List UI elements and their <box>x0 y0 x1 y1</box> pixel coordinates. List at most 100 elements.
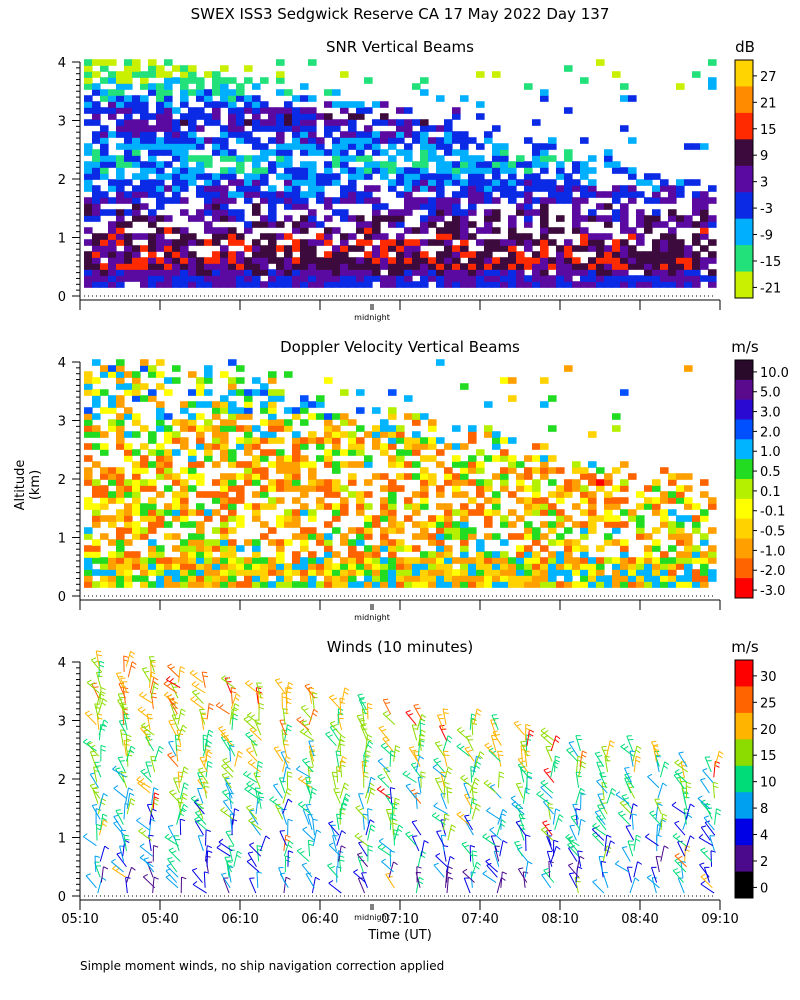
heatmap-cell <box>228 131 237 138</box>
heatmap-cell <box>132 419 141 426</box>
heatmap-cell <box>212 143 221 150</box>
wind-barb-flag <box>369 782 375 787</box>
wind-barb-flag <box>367 808 373 811</box>
heatmap-cell <box>348 437 357 444</box>
heatmap-cell <box>124 443 133 450</box>
heatmap-cell <box>116 119 125 126</box>
wind-barb-flag <box>226 860 232 863</box>
wind-barb-flag <box>169 860 175 863</box>
heatmap-cell <box>236 83 245 90</box>
wind-barb-flag <box>234 808 240 812</box>
heatmap-cell <box>156 515 165 522</box>
heatmap-cell <box>340 485 349 492</box>
heatmap-cell <box>628 515 637 522</box>
heatmap-cell <box>172 167 181 174</box>
heatmap-cell <box>84 377 93 384</box>
heatmap-cell <box>212 263 221 270</box>
wind-barb <box>465 821 474 836</box>
heatmap-cell <box>588 257 597 264</box>
heatmap-cell <box>324 545 333 552</box>
heatmap-cell <box>436 581 445 588</box>
heatmap-cell <box>84 419 93 426</box>
heatmap-cell <box>308 185 317 192</box>
wind-barb <box>647 776 660 789</box>
wind-barb <box>151 787 155 804</box>
heatmap-cell <box>460 545 469 552</box>
heatmap-cell <box>468 533 477 540</box>
heatmap-cell <box>604 503 613 510</box>
heatmap-cell <box>332 509 341 516</box>
wind-barb-flag <box>340 845 346 849</box>
heatmap-cell <box>652 245 661 252</box>
heatmap-cell <box>308 221 317 228</box>
heatmap-cell <box>668 491 677 498</box>
wind-barb-flag <box>170 666 176 670</box>
heatmap-cell <box>108 467 117 474</box>
heatmap-cell <box>468 197 477 204</box>
heatmap-cell <box>404 413 413 420</box>
wind-barb <box>94 703 100 720</box>
heatmap-cell <box>180 485 189 492</box>
heatmap-cell <box>156 113 165 120</box>
heatmap-cell <box>380 503 389 510</box>
wind-barb <box>626 735 634 752</box>
heatmap-cell <box>156 65 165 72</box>
wind-barb-flag <box>190 696 195 700</box>
heatmap-cell <box>428 479 437 486</box>
heatmap-cell <box>588 569 597 576</box>
heatmap-cell <box>276 131 285 138</box>
heatmap-cell <box>164 119 173 126</box>
wind-barb <box>220 737 231 752</box>
heatmap-cell <box>300 125 309 132</box>
heatmap-cell <box>220 263 229 270</box>
heatmap-cell <box>628 281 637 288</box>
heatmap-cell <box>444 167 453 174</box>
heatmap-cell <box>692 179 701 186</box>
wind-barb-flag <box>244 680 250 684</box>
wind-barb <box>383 768 392 783</box>
heatmap-cell <box>92 161 101 168</box>
wind-barb-flag <box>143 857 149 860</box>
wind-barb-flag <box>236 854 242 859</box>
heatmap-cell <box>572 263 581 270</box>
wind-barb <box>278 777 286 794</box>
wind-barb <box>297 803 312 815</box>
heatmap-cell <box>492 197 501 204</box>
heatmap-cell <box>652 557 661 564</box>
heatmap-cell <box>228 215 237 222</box>
heatmap-cell <box>604 521 613 528</box>
heatmap-cell <box>164 245 173 252</box>
wind-barb <box>256 871 259 888</box>
wind-barb <box>149 677 155 694</box>
wind-barb-flag <box>423 840 429 844</box>
wind-barb-flag <box>147 713 153 716</box>
wind-barb <box>546 851 553 867</box>
heatmap-cell <box>92 113 101 120</box>
heatmap-cell <box>260 155 269 162</box>
heatmap-cell <box>188 449 197 456</box>
heatmap-cell <box>92 185 101 192</box>
heatmap-cell <box>484 515 493 522</box>
heatmap-cell <box>132 65 141 72</box>
heatmap-cell <box>532 485 541 492</box>
heatmap-cell <box>140 455 149 462</box>
heatmap-cell <box>308 137 317 144</box>
heatmap-cell <box>180 95 189 102</box>
heatmap-cell <box>628 191 637 198</box>
heatmap-cell <box>372 209 381 216</box>
wind-barb <box>248 810 259 825</box>
wind-barb-flag <box>663 845 669 849</box>
heatmap-cell <box>556 263 565 270</box>
heatmap-cell <box>364 569 373 576</box>
heatmap-cell <box>404 239 413 246</box>
wind-barb-flag <box>437 781 443 783</box>
wind-barb-flag <box>472 791 478 794</box>
heatmap-cell <box>348 197 357 204</box>
heatmap-cell <box>532 251 541 258</box>
heatmap-cell <box>540 269 549 276</box>
heatmap-cell <box>276 71 285 78</box>
heatmap-cell <box>564 365 573 372</box>
wind-barb <box>197 769 208 783</box>
heatmap-cell <box>268 257 277 264</box>
heatmap-cell <box>188 467 197 474</box>
